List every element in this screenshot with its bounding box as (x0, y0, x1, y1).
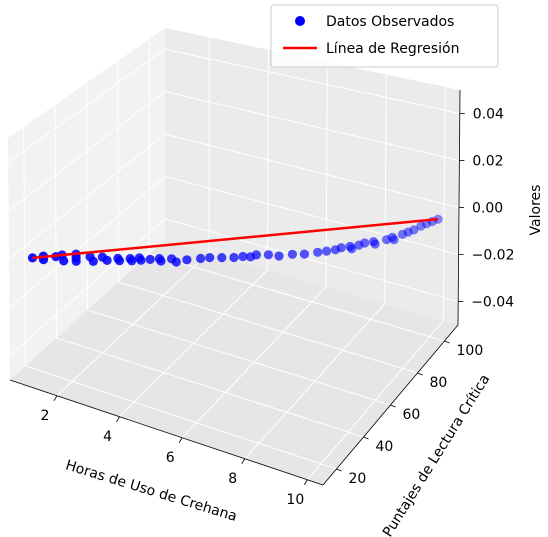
y-tick-label: 100 (457, 343, 484, 359)
grid-line-z (7, 48, 460, 163)
grid-line-x (244, 74, 387, 460)
data-point (238, 251, 248, 262)
grid-line-y (86, 82, 391, 406)
data-point (263, 250, 273, 260)
y-tick-mark (363, 436, 369, 440)
x-axis-label: Horas de Uso de Crehana (64, 457, 239, 524)
data-point (409, 225, 419, 235)
data-point (416, 221, 426, 231)
z-tick-label: 0.02 (472, 154, 503, 170)
data-point (370, 239, 380, 249)
data-point (389, 235, 399, 245)
data-point (136, 255, 146, 265)
data-point (145, 254, 155, 264)
legend: Datos Observados Línea de Regresión (270, 4, 499, 68)
data-points (27, 214, 443, 267)
data-point (299, 249, 309, 259)
data-point (127, 256, 137, 266)
data-point (347, 244, 357, 254)
data-point (313, 247, 323, 257)
data-point (322, 246, 332, 256)
z-tick-label: −0.04 (471, 295, 514, 311)
legend-marker-observed (295, 16, 305, 26)
legend-label-regression: Línea de Regresión (326, 41, 459, 57)
left-pane (8, 28, 165, 380)
grid-line-y (148, 38, 445, 342)
regression-line-path (32, 217, 439, 260)
grid-line-x (306, 86, 446, 481)
grid-line-x (181, 62, 328, 439)
x-axis-line (9, 379, 324, 486)
x-tick-mark (178, 437, 183, 443)
data-point (251, 250, 261, 260)
floor-pane (10, 240, 458, 485)
regression-line (32, 217, 439, 260)
data-point (71, 256, 81, 266)
data-point (102, 255, 112, 265)
data-point (27, 253, 38, 263)
legend-label-observed: Datos Observados (326, 14, 454, 30)
grid-line-y (23, 126, 337, 470)
x-tick-mark (241, 458, 246, 464)
x-tick-label: 8 (228, 471, 237, 487)
grid-line-z (8, 91, 460, 211)
data-point (114, 256, 125, 266)
y-tick-mark (444, 340, 450, 344)
data-point (182, 255, 192, 265)
grid-line-x (119, 49, 269, 418)
data-point (88, 256, 98, 266)
data-point (59, 256, 69, 266)
data-point (287, 249, 297, 259)
legend-box (270, 4, 499, 68)
data-point (274, 251, 284, 261)
data-point (336, 243, 346, 253)
data-point (196, 253, 206, 264)
x-tick-label: 10 (286, 492, 304, 508)
y-tick-label: 40 (376, 439, 394, 455)
data-point (217, 253, 227, 263)
z-tick-label: −0.02 (472, 248, 515, 264)
y-tick-mark (417, 372, 423, 376)
y-tick-mark (390, 404, 396, 408)
x-tick-mark (116, 416, 120, 422)
data-point (156, 256, 166, 266)
chart-grid (7, 37, 460, 481)
data-point (205, 253, 215, 263)
data-point (171, 257, 181, 267)
z-tick-label: 0.00 (472, 201, 503, 217)
x-tick-mark (53, 395, 58, 401)
grid-line-y (54, 104, 364, 438)
x-tick-label: 2 (40, 408, 49, 424)
y-tick-label: 20 (349, 471, 367, 487)
x-tick-label: 6 (166, 450, 175, 466)
z-tick-label: 0.04 (473, 107, 504, 123)
data-point (229, 252, 239, 263)
chart-tick-labels: 2 4 6 8 10 20 40 60 80 100 −0.04 −0.02 0.00 0.02 0.04 (40, 107, 514, 508)
x-tick-mark (304, 479, 308, 485)
y-tick-label: 60 (403, 407, 421, 423)
data-point (360, 238, 370, 248)
x-tick-label: 4 (103, 429, 112, 445)
y-tick-label: 80 (430, 375, 448, 391)
grid-line-y (117, 60, 418, 374)
y-tick-mark (336, 468, 342, 472)
grid-line-x (56, 37, 210, 397)
grid-line-z (9, 218, 459, 357)
grid-line-z (8, 133, 460, 260)
data-point (433, 214, 443, 224)
z-axis-label: Valores (528, 185, 544, 236)
